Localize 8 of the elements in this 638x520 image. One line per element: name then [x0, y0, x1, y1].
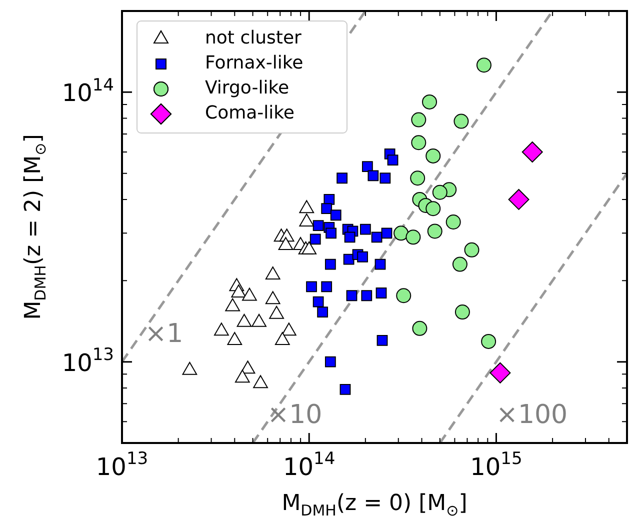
annotation: ×10: [267, 400, 322, 430]
legend-label: Coma-like: [205, 102, 294, 124]
annotation: ×100: [496, 400, 568, 430]
legend-label: Fornax-like: [205, 52, 304, 74]
annotation: ×1: [144, 318, 184, 349]
y-axis-title: MDMH(z = 2) [M⊙]: [21, 134, 50, 320]
legend-label: not cluster: [205, 28, 302, 49]
legend-label: Virgo-like: [205, 78, 290, 99]
